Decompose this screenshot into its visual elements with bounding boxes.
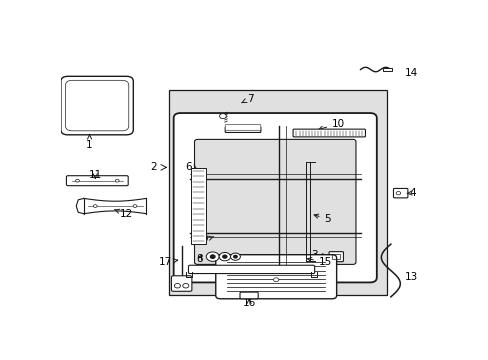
Circle shape	[133, 205, 137, 207]
Bar	[383, 68, 391, 72]
Circle shape	[75, 179, 79, 182]
FancyBboxPatch shape	[61, 76, 133, 135]
Text: 10: 10	[318, 118, 345, 130]
Text: 5: 5	[313, 214, 330, 224]
Text: 17: 17	[158, 257, 177, 267]
Text: 16: 16	[242, 298, 255, 308]
Circle shape	[233, 255, 237, 258]
Circle shape	[273, 278, 278, 282]
Circle shape	[395, 192, 400, 195]
FancyBboxPatch shape	[240, 292, 258, 299]
FancyBboxPatch shape	[225, 127, 260, 132]
Text: 9: 9	[201, 234, 213, 244]
FancyBboxPatch shape	[393, 188, 407, 198]
Text: 7: 7	[241, 94, 253, 104]
Text: 3: 3	[310, 250, 325, 260]
Text: 11: 11	[88, 170, 102, 180]
Text: 2: 2	[150, 162, 156, 172]
Circle shape	[93, 205, 97, 207]
FancyBboxPatch shape	[225, 125, 260, 130]
Text: 1: 1	[86, 135, 93, 150]
Text: 12: 12	[114, 209, 133, 219]
Circle shape	[174, 284, 180, 288]
Circle shape	[219, 252, 230, 261]
Text: 6: 6	[185, 162, 191, 172]
Circle shape	[206, 252, 219, 261]
Text: 13: 13	[405, 273, 418, 283]
FancyBboxPatch shape	[215, 255, 336, 299]
Circle shape	[219, 114, 226, 118]
FancyBboxPatch shape	[171, 276, 191, 291]
Text: 14: 14	[405, 68, 418, 78]
FancyBboxPatch shape	[328, 252, 343, 262]
Circle shape	[230, 253, 240, 260]
FancyBboxPatch shape	[194, 139, 355, 264]
Bar	[191, 168, 205, 244]
Circle shape	[210, 255, 215, 258]
Bar	[332, 254, 339, 259]
FancyBboxPatch shape	[66, 176, 128, 186]
Text: 15: 15	[307, 257, 331, 267]
Bar	[169, 90, 386, 296]
FancyBboxPatch shape	[173, 113, 376, 283]
Circle shape	[183, 284, 188, 288]
FancyBboxPatch shape	[65, 80, 128, 131]
FancyBboxPatch shape	[292, 129, 365, 137]
FancyBboxPatch shape	[188, 265, 314, 274]
Circle shape	[115, 179, 119, 182]
Text: 4: 4	[406, 188, 416, 198]
Text: 8: 8	[196, 255, 203, 264]
Circle shape	[223, 255, 226, 258]
